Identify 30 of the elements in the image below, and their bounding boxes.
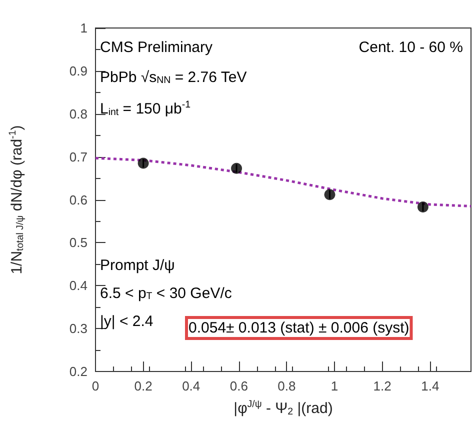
point [231, 162, 242, 174]
y-tick-label: 0.4 [69, 278, 88, 294]
y-tick-label: 0.3 [69, 321, 88, 336]
annotation: 0.054± 0.013 (stat) ± 0.006 (syst) [188, 320, 410, 336]
x-tick-label: 1.4 [421, 378, 440, 394]
annotation: PbPb √sNN = 2.76 TeV [100, 69, 247, 86]
x-tick-label: 0.6 [230, 378, 248, 394]
point [138, 158, 149, 169]
x-tick-label: 0 [92, 378, 100, 394]
y-tick-label: 0.8 [69, 106, 88, 122]
y-tick-label: 1 [80, 20, 88, 36]
annotation: CMS Preliminary [100, 39, 214, 56]
x-tick-label: 0.4 [182, 378, 200, 394]
y-tick-label: 0.2 [69, 364, 88, 379]
y-axis-title: 1/Ntotal J/ψ dN/dφ (rad-1) [8, 125, 26, 274]
annotation: Prompt J/ψ [100, 257, 175, 274]
annotation: |y| < 2.4 [100, 313, 154, 330]
point [417, 202, 428, 213]
annotation: 6.5 < pT < 30 GeV/c [100, 285, 232, 302]
point [324, 189, 336, 200]
y-tick-label: 0.5 [69, 235, 88, 250]
x-tick-label: 0.2 [134, 378, 152, 394]
x-tick-label: 1 [330, 378, 338, 394]
line-series [94, 156, 472, 208]
y-tick-label: 0.6 [69, 192, 88, 208]
x-tick-label: 0.8 [278, 378, 296, 394]
annotation: Cent. 10 - 60 % [358, 39, 464, 56]
x-tick-label: 1.2 [373, 378, 392, 394]
y-tick-label: 0.9 [69, 63, 88, 78]
y-tick-label: 0.7 [69, 149, 88, 164]
